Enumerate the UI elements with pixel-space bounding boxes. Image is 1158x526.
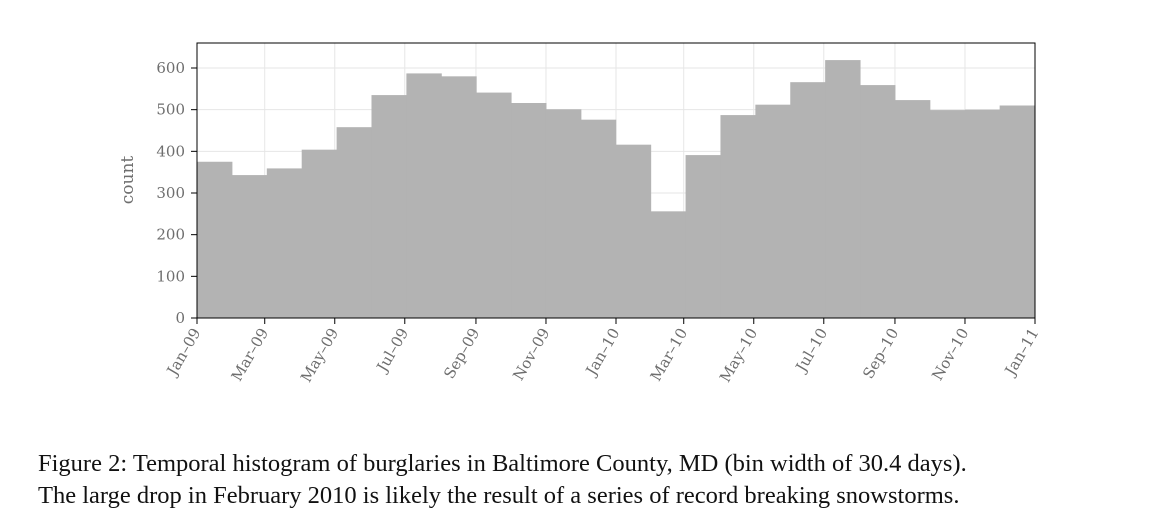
histogram-bar [790,82,826,319]
x-tick-label: Nov–10 [928,325,972,384]
histogram-bar [825,60,861,318]
y-axis-label: count [118,156,138,205]
histogram-bar [894,100,931,318]
y-axis-ticks: 0 100 200 300 400 500 600 [156,59,197,327]
histogram-bar [580,119,617,319]
x-tick-label: Jan–09 [162,325,204,380]
x-tick-label: Mar–09 [228,325,273,384]
histogram-bar [755,104,791,319]
histogram-bar [720,115,756,318]
histogram-bar [929,110,966,318]
histogram-bar [999,105,1036,318]
histogram-bar [197,161,233,318]
x-tick-label: Sep–10 [859,325,902,382]
histogram-bar [301,149,338,318]
x-axis-ticks: Jan–09 Mar–09 May–09 Jul–09 Sep–09 Nov–09 Jan–… [162,318,1042,385]
histogram-bar [511,103,547,318]
y-tick-label: 400 [156,142,185,160]
x-tick-label: Mar–10 [647,325,692,384]
x-tick-label: Sep–09 [440,325,483,382]
x-tick-label: Jul–10 [791,325,831,376]
histogram-bar [266,168,303,318]
y-tick-label: 600 [156,59,185,77]
histogram-bar [615,144,652,318]
x-tick-label: May–10 [716,325,761,385]
y-tick-label: 0 [175,309,185,327]
x-tick-label: Jan–11 [1000,325,1042,380]
histogram-bar [685,155,721,318]
histogram-bar [545,109,582,318]
y-tick-label: 500 [156,101,185,119]
histogram-bar [650,211,687,318]
histogram-bar [336,127,372,319]
caption-line-1: Figure 2: Temporal histogram of burglari… [38,450,967,477]
y-tick-label: 100 [156,267,185,285]
histogram-bar [371,95,407,318]
histogram-bar [406,73,442,319]
caption-line-2: The large drop in February 2010 is likel… [38,482,960,509]
y-tick-label: 200 [156,226,185,244]
x-tick-label: Jul–09 [372,325,412,376]
histogram-chart: 0 100 200 300 400 500 600 Jan–09 Mar–09 May–09 Ju… [118,42,1042,385]
x-tick-label: Jan–10 [581,325,623,380]
figure-caption: Figure 2: Temporal histogram of burglari… [38,448,1148,512]
histogram-bar [441,76,477,318]
histogram-bars [197,60,1036,319]
histogram-bar [860,85,896,318]
x-tick-label: Nov–09 [509,325,553,384]
y-tick-label: 300 [156,184,185,202]
x-tick-label: May–09 [297,325,342,385]
histogram-bar [231,175,268,318]
histogram-bar [476,92,512,318]
histogram-bar [964,109,1001,319]
